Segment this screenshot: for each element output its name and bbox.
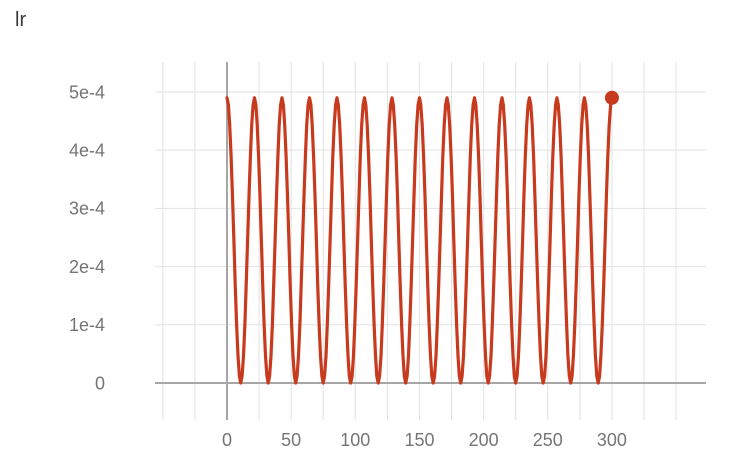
x-tick-label: 200 (469, 430, 499, 450)
y-tick-label: 0 (95, 373, 105, 393)
y-tick-label: 5e-4 (69, 82, 105, 102)
series-line-lr (225, 96, 614, 385)
x-tick-label: 100 (340, 430, 370, 450)
y-tick-label: 2e-4 (69, 257, 105, 277)
y-tick-label: 1e-4 (69, 315, 105, 335)
x-tick-label: 300 (597, 430, 627, 450)
y-tick-label: 3e-4 (69, 199, 105, 219)
y-tick-label: 4e-4 (69, 140, 105, 160)
x-tick-label: 150 (404, 430, 434, 450)
x-tick-label: 0 (222, 430, 232, 450)
endpoint-marker (604, 90, 619, 105)
x-tick-label: 250 (533, 430, 563, 450)
x-tick-label: 50 (281, 430, 301, 450)
chart-title: lr (15, 9, 27, 31)
